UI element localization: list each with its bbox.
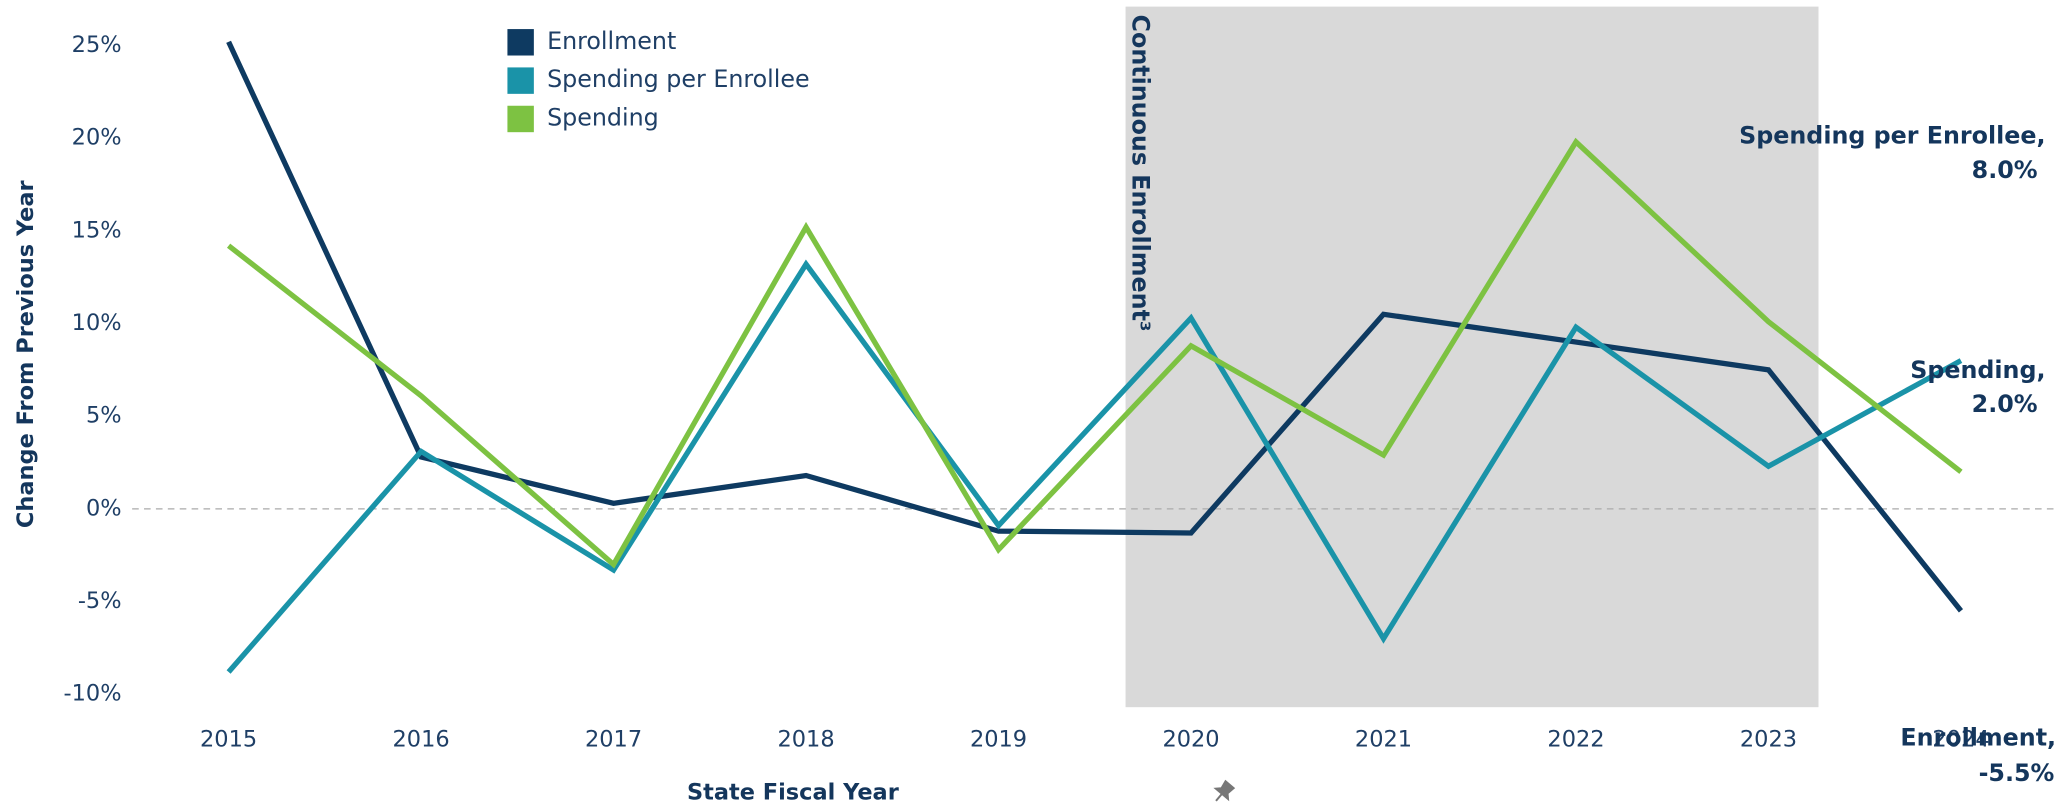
y-tick-label: 25% xyxy=(72,32,122,58)
end-label: Spending, xyxy=(1910,356,2045,384)
x-tick-label: 2016 xyxy=(393,727,450,753)
y-tick-label: 20% xyxy=(72,125,122,151)
y-tick-label: 10% xyxy=(72,310,122,336)
x-tick-label: 2017 xyxy=(585,727,642,753)
shaded-region xyxy=(1125,6,1819,708)
y-tick-label: -10% xyxy=(64,681,122,707)
legend-label: Spending per Enrollee xyxy=(547,65,810,93)
end-label: Spending per Enrollee, xyxy=(1739,122,2045,150)
y-tick-label: -5% xyxy=(78,588,122,614)
y-tick-label: 5% xyxy=(86,403,122,429)
legend-swatch xyxy=(507,67,534,94)
x-tick-label: 2024 xyxy=(1932,727,1989,753)
x-tick-label: 2018 xyxy=(777,727,834,753)
end-label: 2.0% xyxy=(1972,390,2038,418)
x-tick-label: 2023 xyxy=(1740,727,1797,753)
x-axis-label: State Fiscal Year xyxy=(687,780,899,805)
series-line xyxy=(226,259,1963,674)
end-label: 8.0% xyxy=(1972,156,2038,184)
y-tick-label: 0% xyxy=(86,495,122,521)
x-tick-label: 2020 xyxy=(1162,727,1219,753)
x-tick-label: 2019 xyxy=(970,727,1027,753)
x-tick-label: 2021 xyxy=(1355,727,1412,753)
x-tick-label: 2022 xyxy=(1547,727,1604,753)
end-label: -5.5% xyxy=(1979,759,2055,787)
y-axis-label: Change From Previous Year xyxy=(13,180,39,528)
shade-label: Continuous Enrollment³ xyxy=(1126,15,1154,332)
end-label: Enrollment, xyxy=(1900,724,2056,752)
legend-label: Spending xyxy=(547,103,659,131)
x-tick-label: 2015 xyxy=(200,727,257,753)
legend-swatch xyxy=(507,105,534,133)
series-line xyxy=(226,137,1963,569)
legend-swatch xyxy=(507,29,534,56)
legend-label: Enrollment xyxy=(547,27,676,55)
y-tick-label: 15% xyxy=(72,217,122,243)
pin-icon xyxy=(1213,779,1236,802)
